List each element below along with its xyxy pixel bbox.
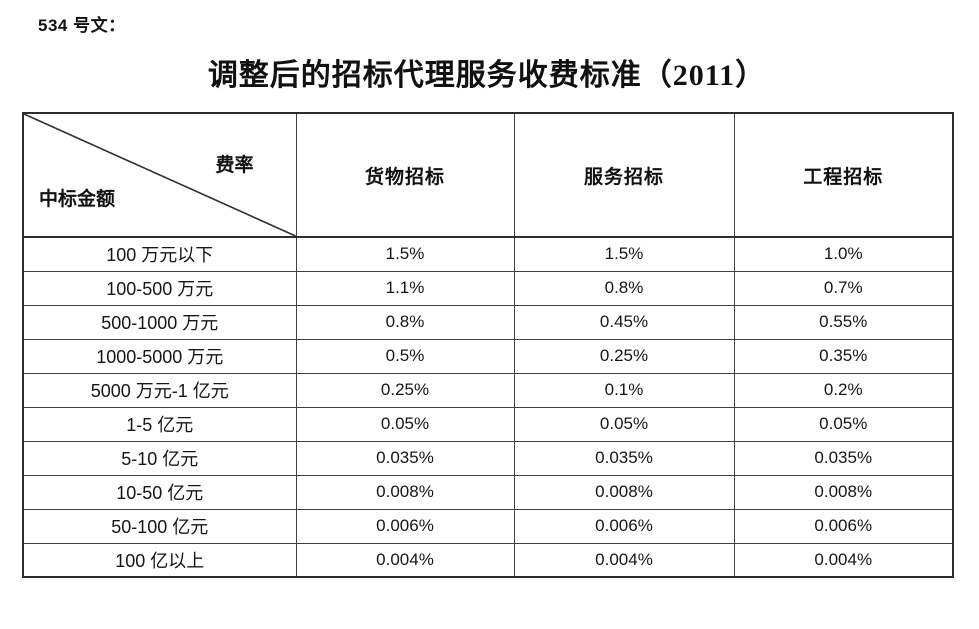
corner-cell: 费率 中标金额	[22, 112, 297, 238]
rate-cell: 0.008%	[295, 474, 515, 510]
table-row: 100 亿以上 0.004% 0.004% 0.004%	[22, 542, 954, 578]
rate-cell: 0.035%	[733, 440, 954, 476]
rate-cell: 0.55%	[733, 304, 954, 340]
column-header-goods: 货物招标	[295, 112, 515, 238]
doc-number-label: 534 号文：	[38, 16, 126, 35]
amount-range-cell: 100 万元以下	[22, 236, 297, 272]
amount-range-cell: 100 亿以上	[22, 542, 297, 578]
table-row: 100-500 万元 1.1% 0.8% 0.7%	[22, 270, 954, 306]
amount-range-cell: 500-1000 万元	[22, 304, 297, 340]
rate-cell: 0.006%	[513, 508, 735, 544]
amount-range-cell: 1-5 亿元	[22, 406, 297, 442]
rate-cell: 0.035%	[295, 440, 515, 476]
rate-cell: 0.008%	[513, 474, 735, 510]
amount-range-cell: 10-50 亿元	[22, 474, 297, 510]
rate-cell: 0.004%	[295, 542, 515, 578]
column-header-engineering: 工程招标	[733, 112, 954, 238]
rate-cell: 0.035%	[513, 440, 735, 476]
fee-standard-table: 费率 中标金额 货物招标 服务招标 工程招标 100 万元以下 1.5% 1.5…	[22, 112, 954, 578]
amount-range-cell: 5000 万元-1 亿元	[22, 372, 297, 408]
rate-cell: 0.006%	[295, 508, 515, 544]
table-row: 50-100 亿元 0.006% 0.006% 0.006%	[22, 508, 954, 544]
rate-cell: 0.25%	[513, 338, 735, 374]
rate-cell: 1.0%	[733, 236, 954, 272]
amount-range-cell: 100-500 万元	[22, 270, 297, 306]
amount-range-cell: 50-100 亿元	[22, 508, 297, 544]
rate-cell: 0.8%	[295, 304, 515, 340]
amount-range-cell: 1000-5000 万元	[22, 338, 297, 374]
corner-label-rate: 费率	[215, 155, 254, 176]
rate-cell: 0.006%	[733, 508, 954, 544]
diagonal-divider-line	[24, 114, 296, 236]
rate-cell: 0.05%	[295, 406, 515, 442]
rate-cell: 0.004%	[733, 542, 954, 578]
amount-range-cell: 5-10 亿元	[22, 440, 297, 476]
rate-cell: 1.1%	[295, 270, 515, 306]
rate-cell: 0.05%	[513, 406, 735, 442]
table-row: 1000-5000 万元 0.5% 0.25% 0.35%	[22, 338, 954, 374]
rate-cell: 0.05%	[733, 406, 954, 442]
corner-label-amount: 中标金额	[39, 189, 116, 210]
rate-cell: 0.8%	[513, 270, 735, 306]
column-header-services: 服务招标	[513, 112, 735, 238]
rate-cell: 0.5%	[295, 338, 515, 374]
rate-cell: 1.5%	[513, 236, 735, 272]
table-row: 1-5 亿元 0.05% 0.05% 0.05%	[22, 406, 954, 442]
rate-cell: 0.7%	[733, 270, 954, 306]
rate-cell: 1.5%	[295, 236, 515, 272]
rate-cell: 0.2%	[733, 372, 954, 408]
rate-cell: 0.004%	[513, 542, 735, 578]
rate-cell: 0.008%	[733, 474, 954, 510]
table-row: 500-1000 万元 0.8% 0.45% 0.55%	[22, 304, 954, 340]
rate-cell: 0.35%	[733, 338, 954, 374]
rate-cell: 0.1%	[513, 372, 735, 408]
table-row: 10-50 亿元 0.008% 0.008% 0.008%	[22, 474, 954, 510]
table-row: 5-10 亿元 0.035% 0.035% 0.035%	[22, 440, 954, 476]
table-row: 5000 万元-1 亿元 0.25% 0.1% 0.2%	[22, 372, 954, 408]
header-row: 费率 中标金额 货物招标 服务招标 工程招标	[22, 112, 954, 238]
table-row: 100 万元以下 1.5% 1.5% 1.0%	[22, 236, 954, 272]
rate-cell: 0.45%	[513, 304, 735, 340]
rate-cell: 0.25%	[295, 372, 515, 408]
page-title: 调整后的招标代理服务收费标准（2011）	[207, 59, 767, 92]
